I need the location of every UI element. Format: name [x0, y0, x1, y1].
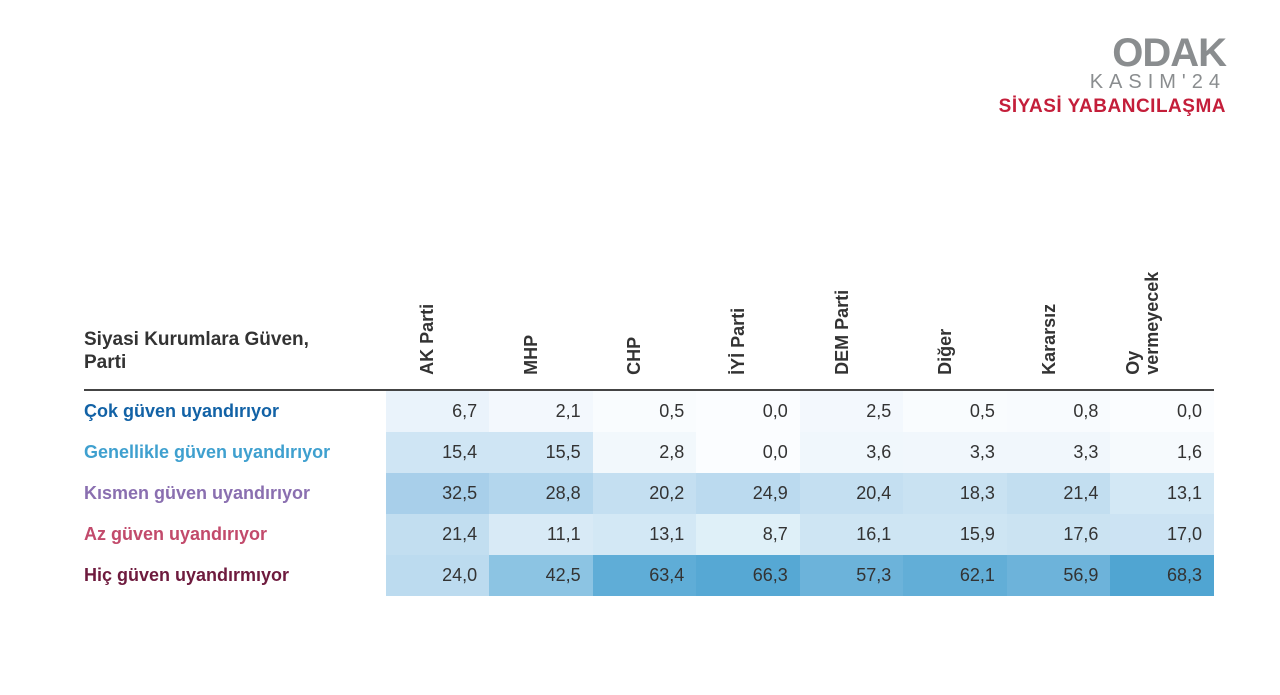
data-cell: 24,9: [696, 473, 800, 514]
col-header-label: Oyvermeyecek: [1124, 272, 1162, 375]
data-cell: 42,5: [489, 555, 593, 596]
data-cell: 16,1: [800, 514, 904, 555]
col-header-label: CHP: [626, 337, 645, 375]
data-cell: 17,6: [1007, 514, 1111, 555]
brand-logo: ODAK: [999, 32, 1226, 74]
col-header: İYİ Parti: [696, 260, 800, 390]
table-row: Genellikle güven uyandırıyor15,415,52,80…: [84, 432, 1214, 473]
table-header-row: Siyasi Kurumlara Güven,Parti AK Parti MH…: [84, 260, 1214, 390]
data-cell: 1,6: [1110, 432, 1214, 473]
col-header-label: DEM Parti: [833, 290, 852, 375]
row-label: Çok güven uyandırıyor: [84, 390, 386, 432]
data-cell: 20,2: [593, 473, 697, 514]
data-cell: 0,5: [593, 390, 697, 432]
data-cell: 20,4: [800, 473, 904, 514]
col-header-label: Kararsız: [1040, 304, 1059, 375]
data-cell: 62,1: [903, 555, 1007, 596]
data-cell: 3,3: [1007, 432, 1111, 473]
col-header: DEM Parti: [800, 260, 904, 390]
data-cell: 3,6: [800, 432, 904, 473]
col-header: Oyvermeyecek: [1110, 260, 1214, 390]
col-header-label: AK Parti: [418, 304, 437, 375]
data-cell: 8,7: [696, 514, 800, 555]
table-row: Çok güven uyandırıyor6,72,10,50,02,50,50…: [84, 390, 1214, 432]
data-cell: 0,0: [696, 432, 800, 473]
data-cell: 0,8: [1007, 390, 1111, 432]
col-header: Kararsız: [1007, 260, 1111, 390]
col-header: AK Parti: [386, 260, 490, 390]
data-cell: 66,3: [696, 555, 800, 596]
trust-by-party-table: Siyasi Kurumlara Güven,Parti AK Parti MH…: [84, 260, 1214, 596]
data-cell: 2,8: [593, 432, 697, 473]
col-header-label: İYİ Parti: [729, 308, 748, 375]
data-cell: 0,5: [903, 390, 1007, 432]
data-cell: 32,5: [386, 473, 490, 514]
data-cell: 11,1: [489, 514, 593, 555]
row-label: Hiç güven uyandırmıyor: [84, 555, 386, 596]
row-label: Kısmen güven uyandırıyor: [84, 473, 386, 514]
data-cell: 0,0: [1110, 390, 1214, 432]
table-title-text: Siyasi Kurumlara Güven,Parti: [84, 329, 309, 374]
data-cell: 2,5: [800, 390, 904, 432]
data-cell: 2,1: [489, 390, 593, 432]
data-cell: 28,8: [489, 473, 593, 514]
data-cell: 56,9: [1007, 555, 1111, 596]
data-cell: 15,5: [489, 432, 593, 473]
brand-date: KASIM'24: [999, 72, 1226, 93]
data-table: Siyasi Kurumlara Güven,Parti AK Parti MH…: [84, 260, 1214, 596]
data-cell: 13,1: [593, 514, 697, 555]
row-label: Az güven uyandırıyor: [84, 514, 386, 555]
data-cell: 63,4: [593, 555, 697, 596]
col-header-label: MHP: [522, 335, 541, 375]
table-row: Hiç güven uyandırmıyor24,042,563,466,357…: [84, 555, 1214, 596]
col-header: CHP: [593, 260, 697, 390]
col-header: MHP: [489, 260, 593, 390]
data-cell: 3,3: [903, 432, 1007, 473]
data-cell: 15,4: [386, 432, 490, 473]
table-body: Çok güven uyandırıyor6,72,10,50,02,50,50…: [84, 390, 1214, 596]
data-cell: 68,3: [1110, 555, 1214, 596]
brand-block: ODAK KASIM'24 SİYASİ YABANCILAŞMA: [999, 32, 1226, 117]
table-title: Siyasi Kurumlara Güven,Parti: [84, 260, 386, 390]
data-cell: 13,1: [1110, 473, 1214, 514]
data-cell: 24,0: [386, 555, 490, 596]
data-cell: 21,4: [1007, 473, 1111, 514]
data-cell: 57,3: [800, 555, 904, 596]
data-cell: 18,3: [903, 473, 1007, 514]
data-cell: 15,9: [903, 514, 1007, 555]
col-header: Diğer: [903, 260, 1007, 390]
col-header-label: Diğer: [936, 329, 955, 375]
data-cell: 6,7: [386, 390, 490, 432]
row-label: Genellikle güven uyandırıyor: [84, 432, 386, 473]
table-row: Kısmen güven uyandırıyor32,528,820,224,9…: [84, 473, 1214, 514]
table-row: Az güven uyandırıyor21,411,113,18,716,11…: [84, 514, 1214, 555]
data-cell: 21,4: [386, 514, 490, 555]
data-cell: 17,0: [1110, 514, 1214, 555]
brand-subtitle: SİYASİ YABANCILAŞMA: [999, 97, 1226, 117]
data-cell: 0,0: [696, 390, 800, 432]
